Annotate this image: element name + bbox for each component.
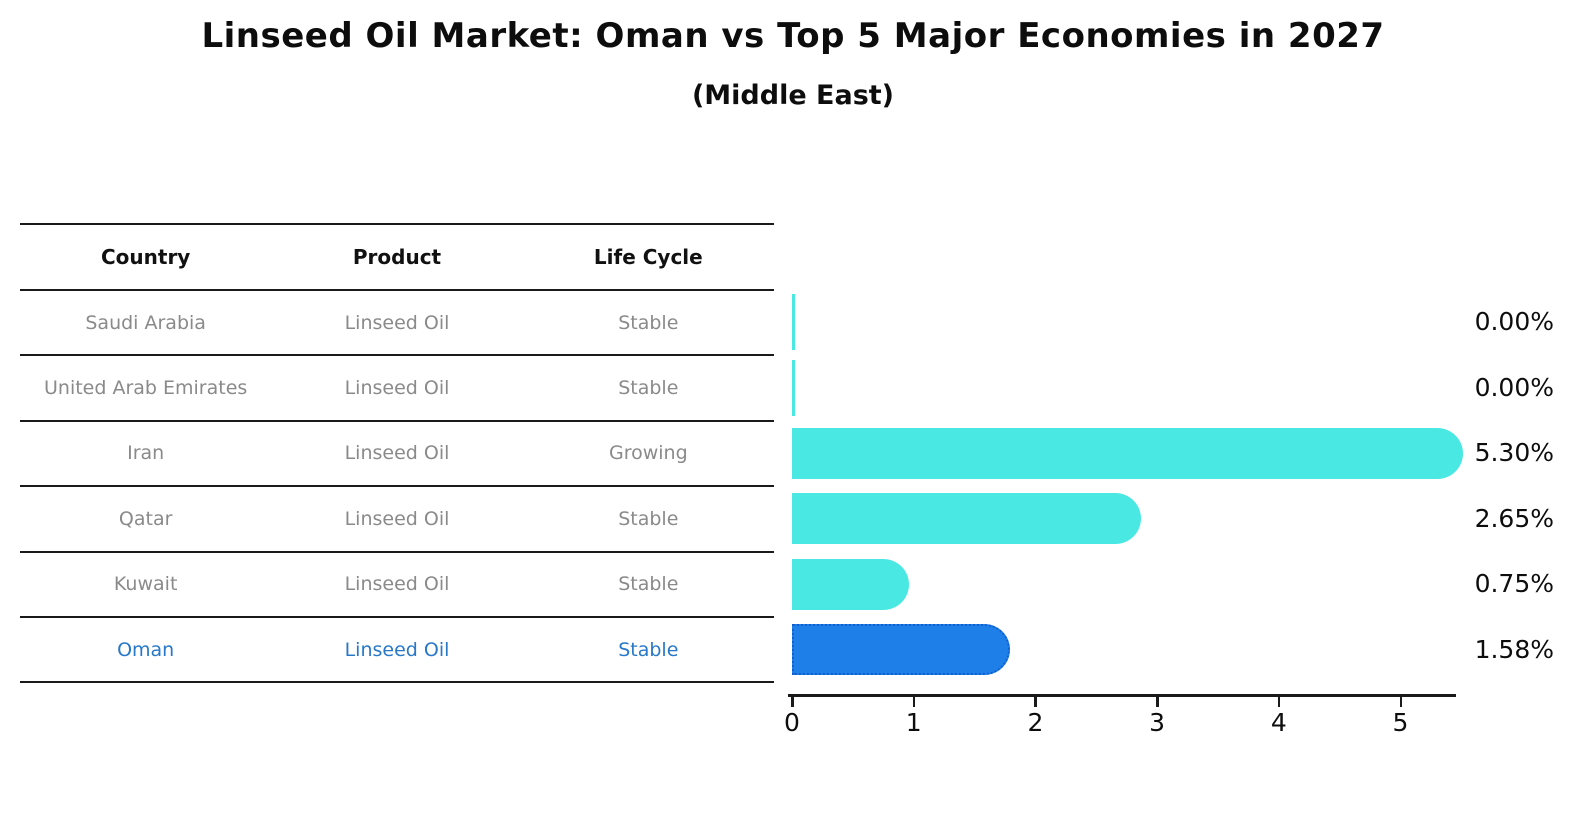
x-tick-label: 3: [1149, 708, 1166, 737]
x-tick-mark: [1034, 697, 1037, 707]
country-cell: Saudi Arabia: [85, 311, 206, 334]
life-cycle-cell: Stable: [618, 638, 679, 661]
bar-kuwait: [792, 558, 910, 610]
life-cycle-cell: Growing: [608, 442, 688, 465]
country-cell: Oman: [117, 638, 175, 661]
value-label-iran: 5.30%: [1474, 438, 1554, 467]
table-row: Oman Linseed Oil Stable: [20, 618, 774, 684]
bar-qatar: [792, 493, 1141, 544]
bar-united-arab-emirates: [792, 359, 795, 416]
table-body: Saudi Arabia Linseed Oil Stable United Arab…: [20, 291, 774, 684]
x-tick-label: 1: [905, 708, 922, 737]
x-tick-label: 5: [1392, 708, 1409, 737]
product-cell: Linseed Oil: [344, 573, 450, 596]
value-label-kuwait: 0.75%: [1474, 569, 1554, 598]
country-cell: Kuwait: [113, 573, 178, 596]
table-row: Qatar Linseed Oil Stable: [20, 487, 774, 553]
bar-iran: [792, 427, 1463, 479]
column-header-life-cycle: Life Cycle: [593, 245, 703, 269]
life-cycle-cell: Stable: [618, 377, 679, 400]
product-cell: Linseed Oil: [344, 377, 450, 400]
product-cell: Linseed Oil: [344, 507, 450, 530]
value-label-qatar: 2.65%: [1474, 503, 1554, 533]
life-cycle-cell: Stable: [618, 573, 679, 596]
chart-subtitle: (Middle East): [691, 80, 895, 111]
country-table: Country Product Life Cycle Saudi Arabia L…: [20, 223, 774, 684]
life-cycle-cell: Stable: [618, 507, 679, 530]
table-row: Kuwait Linseed Oil Stable: [20, 553, 774, 618]
chart-title: Linseed Oil Market: Oman vs Top 5 Major …: [201, 16, 1385, 56]
table-row: Saudi Arabia Linseed Oil Stable: [20, 291, 774, 357]
x-tick-mark: [912, 697, 916, 707]
bar-saudi-arabia: [792, 294, 795, 350]
x-axis-line: [788, 694, 1456, 697]
country-cell: United Arab Emirates: [44, 377, 248, 400]
value-label-united-arab-emirates: 0.00%: [1474, 372, 1554, 402]
bar-oman: [792, 624, 1011, 675]
x-tick-mark: [1277, 697, 1281, 707]
value-label-oman: 1.58%: [1474, 634, 1554, 664]
x-tick-mark: [1399, 697, 1402, 707]
life-cycle-cell: Stable: [618, 311, 679, 334]
x-tick-label: 4: [1270, 708, 1287, 737]
column-header-product: Product: [352, 245, 442, 269]
product-cell: Linseed Oil: [344, 311, 450, 334]
value-label-saudi-arabia: 0.00%: [1474, 307, 1554, 336]
column-header-country: Country: [100, 245, 191, 269]
table-row: United Arab Emirates Linseed Oil Stable: [20, 356, 774, 422]
x-tick-label: 2: [1027, 708, 1044, 737]
table-header-row: Country Product Life Cycle: [20, 225, 774, 291]
x-tick-mark: [1156, 697, 1159, 707]
country-cell: Iran: [127, 442, 165, 465]
product-cell: Linseed Oil: [344, 638, 450, 661]
table-row: Iran Linseed Oil Growing: [20, 422, 774, 488]
product-cell: Linseed Oil: [344, 442, 450, 465]
country-cell: Qatar: [118, 507, 173, 530]
x-tick-label: 0: [784, 708, 800, 737]
x-tick-mark: [791, 697, 794, 707]
